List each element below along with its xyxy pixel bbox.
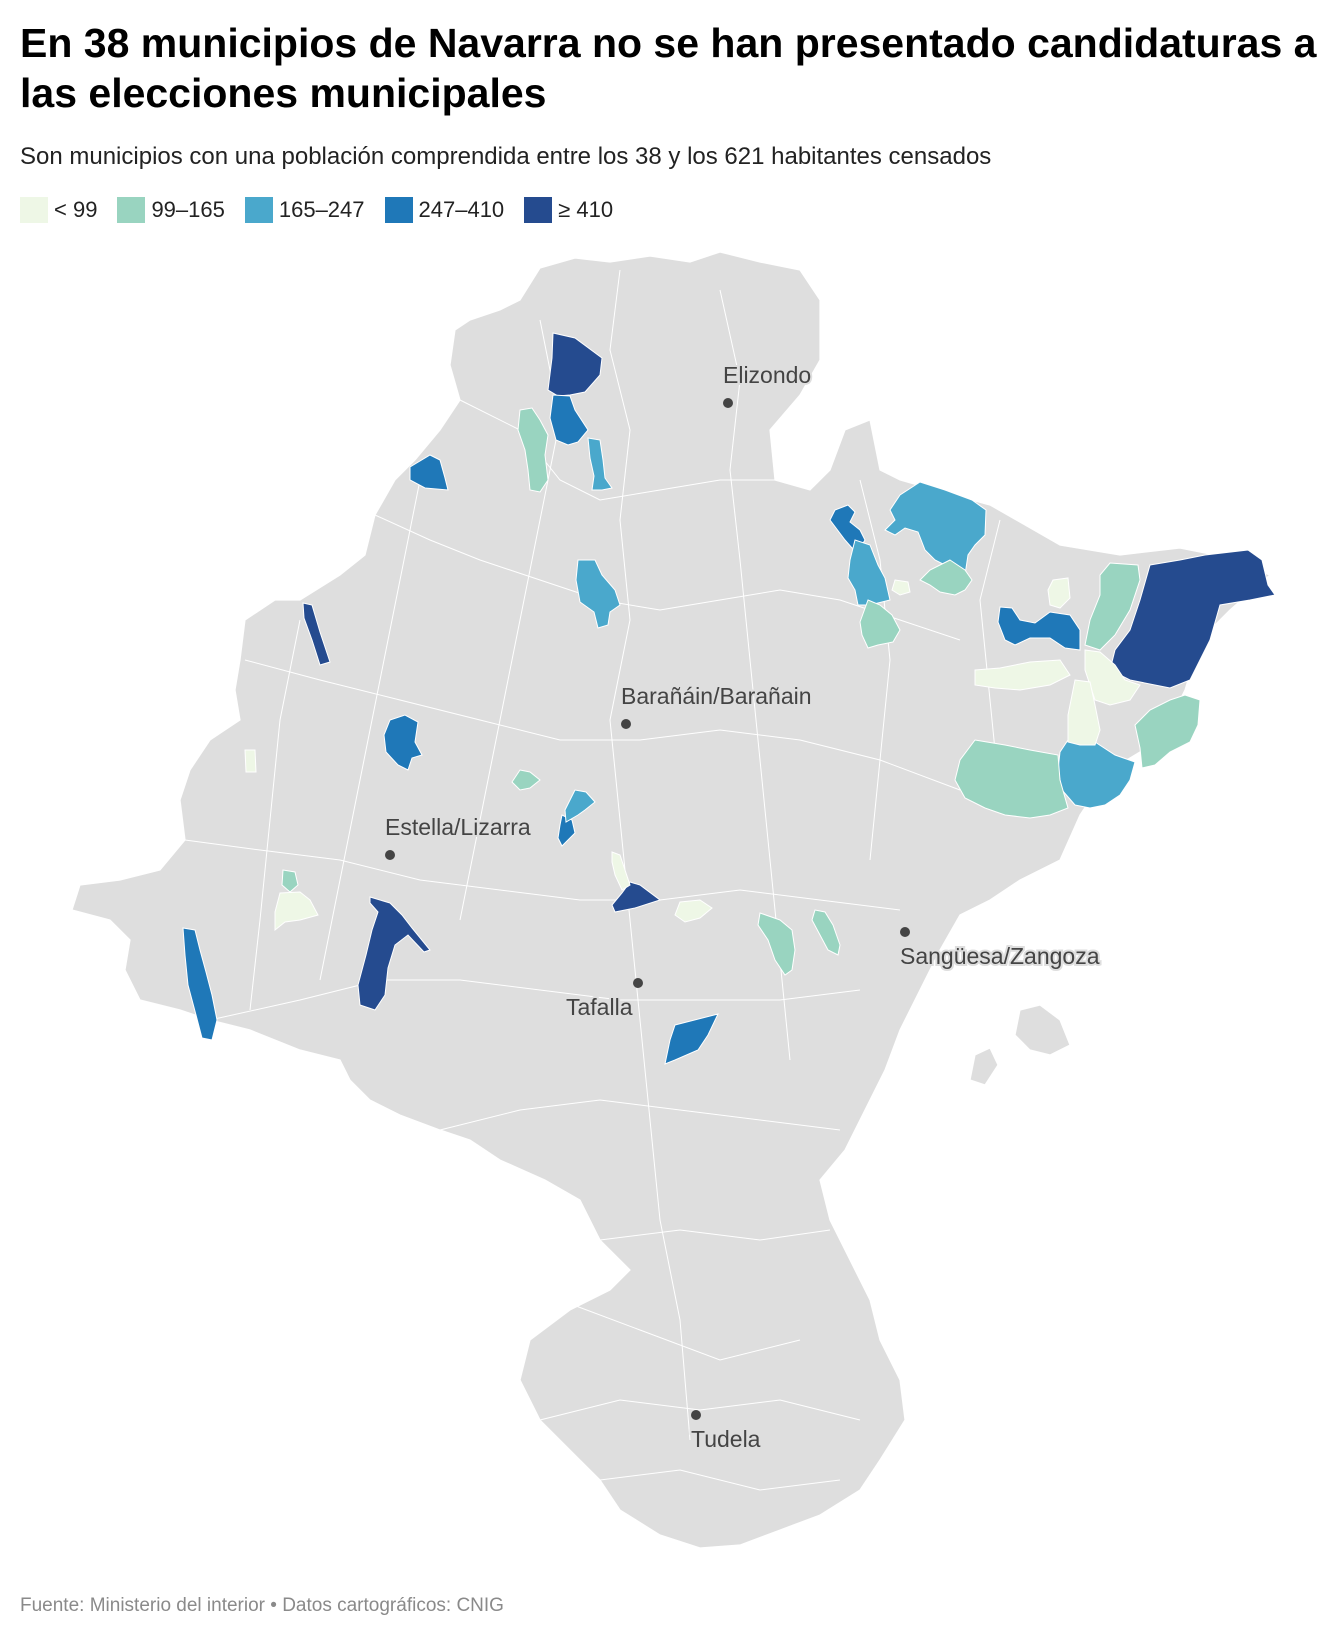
municipality-midblue-2 [575,559,621,629]
exclave-petilla [1014,1004,1071,1056]
municipality-pale-7 [611,851,631,891]
city-dot-tafalla [633,978,643,988]
municipality-dark-east [1109,549,1276,689]
source-note: Fuente: Ministerio del interior • Datos … [20,1595,504,1616]
legend-label-1: < 99 [54,197,98,222]
municipality-pale-3 [1084,649,1141,706]
chart-subtitle: Son municipios con una población compren… [20,143,992,170]
city-label-elizondo: Elizondo [723,362,811,388]
legend-label-2: 99–165 [151,197,225,222]
city-dot-tudela [691,1410,701,1420]
legend-swatch-3 [244,197,273,223]
municipality-green-7 [511,769,541,791]
legend-label-3: 165–247 [278,197,365,222]
legend-label-5: ≥ 410 [558,197,614,222]
municipality-blue-6 [664,1013,719,1065]
legend-swatch-5 [524,197,553,223]
municipality-blue-3 [383,714,423,771]
municipality-blue-2 [409,454,449,491]
chart-title: En 38 municipios de Navarra no se han pr… [20,20,1317,116]
legend-item-4: 247–410 [384,197,505,223]
legend-item-1: < 99 [20,197,97,223]
municipality-blue-1 [549,394,589,446]
internal-boundaries [184,269,1001,1491]
city-dot-elizondo [723,398,733,408]
municipality-dark-center [611,881,662,913]
legend-swatch-2 [117,197,146,223]
municipality-pale-4 [1067,679,1101,746]
legend-item-5: ≥ 410 [524,197,613,223]
legend-swatch-4 [384,197,413,223]
legend-item-2: 99–165 [117,197,225,223]
municipalities-highlighted [182,332,1276,1065]
municipality-pale-8 [674,899,713,923]
city-label-tudela: Tudela [691,1426,761,1452]
municipality-dark-west [302,602,331,666]
city-dot-sanguesa [900,927,910,937]
city-dot-estella [385,850,395,860]
municipality-blue-7 [997,606,1081,651]
municipality-pale-5 [891,579,911,596]
city-label-baranain: Barañáin/Barañain [621,683,812,709]
municipality-green-1 [517,407,549,493]
city-label-estella: Estella/Lizarra [385,814,531,840]
municipality-midblue-4 [884,481,987,579]
municipality-blue-5 [182,927,218,1041]
municipality-pale-2 [974,659,1071,691]
city-label-sanguesa: Sangüesa/Zangoza [900,943,1100,969]
exclave-small [969,1047,999,1086]
municipality-midblue-3 [564,789,596,823]
city-label-tafalla: Tafalla [566,994,633,1020]
municipality-green-6 [954,739,1069,819]
municipality-green-8 [281,869,299,893]
municipality-green-4 [1084,562,1141,651]
legend-item-3: 165–247 [244,197,365,223]
city-markers: Elizondo Barañáin/Barañain Estella/Lizar… [383,360,1102,1454]
municipality-blue-4 [557,814,576,847]
municipality-pale-9 [274,891,319,932]
navarra-outline [71,251,1272,1549]
municipality-pale-1 [1047,577,1071,609]
municipality-dark-north [547,332,603,397]
legend-swatch-1 [20,197,48,223]
municipality-midblue-1 [587,437,613,491]
municipality-dark-southwest [357,896,431,1011]
municipality-green-2 [919,559,973,596]
municipality-green-5 [1134,694,1201,769]
city-dot-baranain [621,719,631,729]
municipality-green-10 [811,909,841,956]
legend-label-4: 247–410 [418,197,505,222]
legend: < 99 99–165 165–247 247–410 ≥ 410 [20,197,633,223]
municipality-green-9 [757,912,796,976]
municipality-pale-6 [244,749,257,773]
municipality-green-3 [859,599,901,649]
